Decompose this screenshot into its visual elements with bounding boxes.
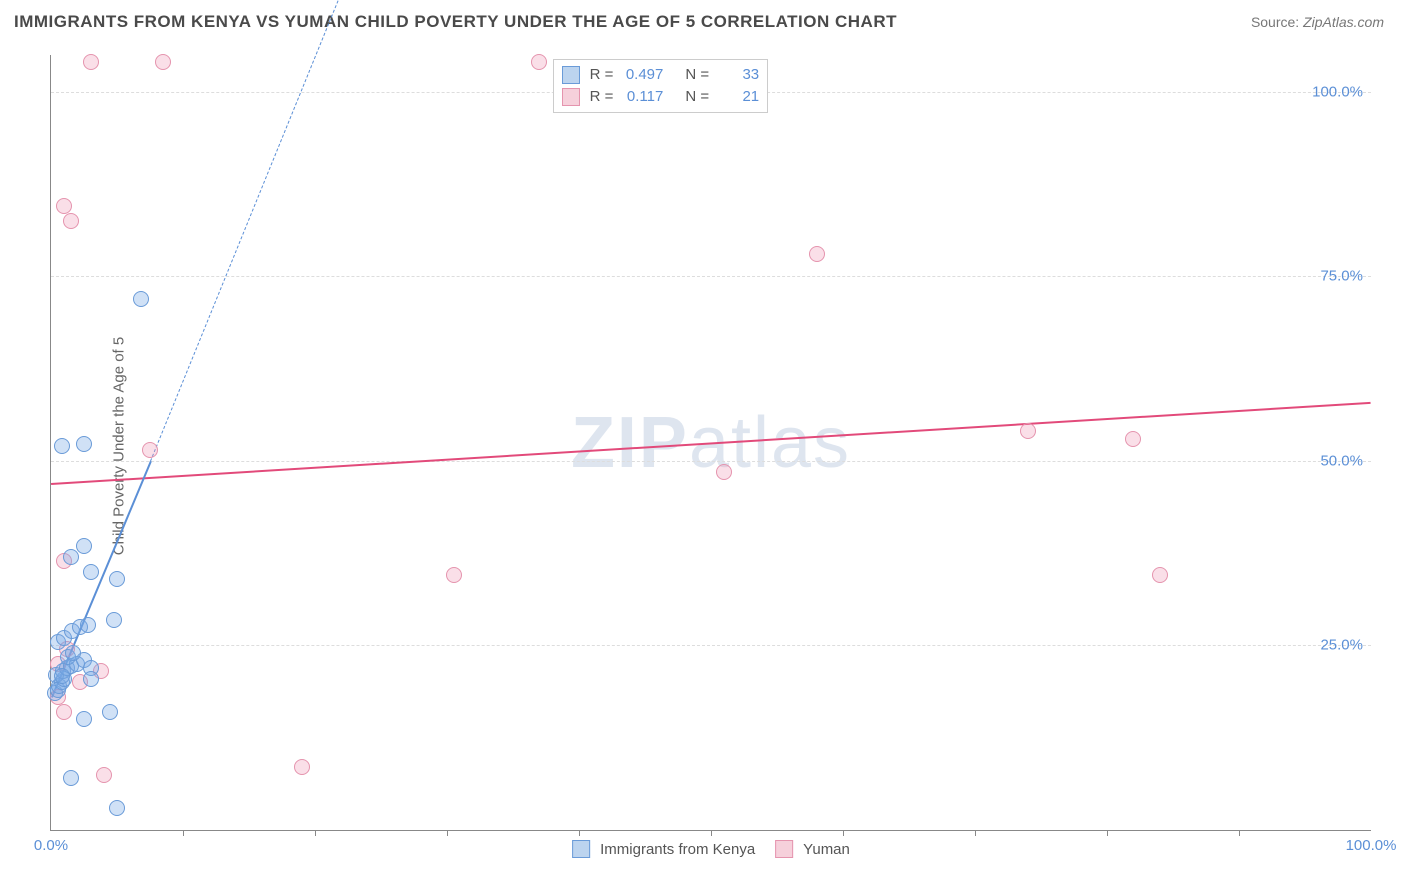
legend-label: Yuman [803, 841, 850, 858]
trend-line [150, 0, 422, 461]
x-tick-mark [843, 830, 844, 836]
gridline [51, 645, 1371, 646]
legend-swatch [775, 840, 793, 858]
data-point [76, 711, 92, 727]
legend-row: R =0.497 N = 33 [562, 64, 760, 86]
data-point [54, 668, 70, 684]
y-tick-label: 100.0% [1312, 83, 1363, 100]
chart-title: IMMIGRANTS FROM KENYA VS YUMAN CHILD POV… [14, 12, 897, 32]
data-point [96, 767, 112, 783]
r-value: 0.117 [619, 86, 663, 108]
legend-label: Immigrants from Kenya [600, 841, 755, 858]
data-point [83, 671, 99, 687]
data-point [76, 436, 92, 452]
data-point [83, 54, 99, 70]
x-tick-mark [711, 830, 712, 836]
data-point [1152, 567, 1168, 583]
data-point [54, 438, 70, 454]
data-point [1020, 423, 1036, 439]
data-point [446, 567, 462, 583]
x-tick-mark [315, 830, 316, 836]
gridline [51, 276, 1371, 277]
x-tick-mark [1107, 830, 1108, 836]
x-tick-mark [579, 830, 580, 836]
data-point [102, 704, 118, 720]
legend-swatch [562, 66, 580, 84]
data-point [809, 246, 825, 262]
y-tick-label: 50.0% [1320, 452, 1363, 469]
y-tick-label: 25.0% [1320, 637, 1363, 654]
data-point [1125, 431, 1141, 447]
legend-item: Yuman [775, 840, 850, 858]
data-point [294, 759, 310, 775]
series-legend: Immigrants from Kenya Yuman [572, 840, 850, 858]
x-tick-mark [447, 830, 448, 836]
gridline [51, 461, 1371, 462]
source-label: Source: [1251, 14, 1299, 30]
data-point [65, 645, 81, 661]
y-tick-label: 75.0% [1320, 268, 1363, 285]
scatter-plot: ZIPatlas 25.0%50.0%75.0%100.0%0.0%100.0%… [50, 55, 1371, 831]
data-point [155, 54, 171, 70]
r-label: R = [590, 86, 614, 108]
n-label: N = [685, 64, 709, 86]
correlation-legend: R =0.497 N = 33 R =0.117 N = 21 [553, 59, 769, 113]
data-point [109, 571, 125, 587]
n-label: N = [685, 86, 709, 108]
data-point [106, 612, 122, 628]
data-point [133, 291, 149, 307]
data-point [63, 213, 79, 229]
data-point [142, 442, 158, 458]
source-value: ZipAtlas.com [1303, 14, 1384, 30]
x-tick-mark [1239, 830, 1240, 836]
data-point [80, 617, 96, 633]
x-tick-mark [183, 830, 184, 836]
r-label: R = [590, 64, 614, 86]
x-tick-label: 100.0% [1346, 837, 1397, 854]
x-tick-label: 0.0% [34, 837, 68, 854]
data-point [531, 54, 547, 70]
legend-item: Immigrants from Kenya [572, 840, 755, 858]
data-point [83, 564, 99, 580]
data-point [56, 704, 72, 720]
legend-swatch [562, 88, 580, 106]
data-point [63, 770, 79, 786]
r-value: 0.497 [619, 64, 663, 86]
data-point [76, 538, 92, 554]
data-point [109, 800, 125, 816]
n-value: 33 [715, 64, 759, 86]
n-value: 21 [715, 86, 759, 108]
data-point [56, 198, 72, 214]
x-tick-mark [975, 830, 976, 836]
legend-row: R =0.117 N = 21 [562, 86, 760, 108]
source-attribution: Source: ZipAtlas.com [1251, 14, 1384, 30]
trend-line [51, 402, 1371, 485]
data-point [716, 464, 732, 480]
legend-swatch [572, 840, 590, 858]
data-point [63, 549, 79, 565]
